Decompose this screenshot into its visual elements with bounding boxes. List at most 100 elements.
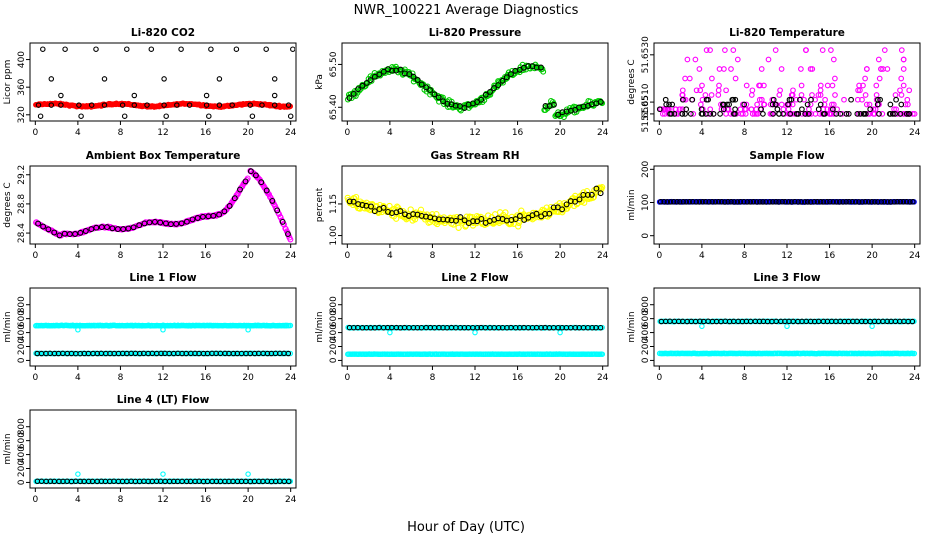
- data-point: [903, 199, 910, 205]
- data-point: [884, 199, 891, 205]
- data-point: [376, 71, 383, 78]
- data-point: [718, 199, 725, 205]
- data-point: [525, 214, 532, 221]
- y-tick-label: 200: [641, 338, 651, 355]
- data-point: [795, 199, 801, 205]
- data-point: [814, 199, 821, 205]
- data-point: [741, 199, 747, 205]
- x-tick-label: 16: [512, 373, 524, 383]
- data-point: [101, 76, 108, 82]
- data-point: [753, 111, 760, 117]
- data-point: [516, 213, 523, 219]
- y-tick-label: 200: [641, 160, 651, 177]
- x-tick-label: 4: [699, 373, 705, 383]
- data-point: [766, 199, 773, 205]
- data-point: [663, 101, 670, 108]
- data-point: [722, 47, 728, 53]
- x-tick-label: 12: [781, 251, 792, 261]
- data-point: [572, 198, 578, 205]
- data-point: [880, 66, 886, 72]
- data-point: [706, 199, 712, 205]
- panel-3: Ambient Box Temperature 0 4 8 12 16 20 24 28.4 28…: [3, 150, 297, 261]
- data-point: [542, 103, 549, 109]
- data-point: [440, 98, 446, 105]
- data-point: [216, 211, 223, 218]
- data-point: [355, 86, 361, 93]
- data-point: [782, 199, 788, 205]
- data-point: [474, 218, 481, 225]
- data-point: [689, 199, 696, 205]
- data-point: [444, 100, 451, 107]
- data-point: [717, 111, 723, 117]
- data-point: [367, 77, 374, 84]
- data-point: [245, 471, 251, 477]
- y-axis-label: ml/min: [3, 311, 13, 342]
- data-point: [271, 92, 278, 99]
- data-point: [815, 92, 822, 98]
- data-point: [697, 318, 703, 325]
- data-point: [136, 222, 143, 229]
- data-point: [817, 87, 824, 94]
- y-tick-label: 29.2: [17, 165, 27, 185]
- y-tick-label: 600: [17, 432, 27, 449]
- data-point: [876, 111, 882, 117]
- data-point: [487, 88, 493, 95]
- data-point: [758, 96, 765, 103]
- data-point: [559, 206, 566, 213]
- data-point: [58, 102, 64, 108]
- data-point: [161, 102, 167, 108]
- data-point: [589, 324, 595, 331]
- y-tick-label: 800: [641, 296, 651, 313]
- data-point: [263, 46, 269, 52]
- data-point: [285, 350, 292, 357]
- data-point: [82, 228, 89, 234]
- x-tick-label: 24: [597, 128, 609, 138]
- data-point: [774, 106, 781, 113]
- y-tick-label: 200: [17, 460, 27, 477]
- data-point: [724, 101, 730, 108]
- data-point: [550, 101, 557, 108]
- data-point: [495, 82, 502, 89]
- data-point: [461, 217, 468, 224]
- y-tick-label: 400: [17, 51, 27, 68]
- data-point: [873, 82, 880, 89]
- data-point: [742, 111, 749, 117]
- y-tick-label: 400: [17, 446, 27, 463]
- panel-title: Ambient Box Temperature: [86, 150, 241, 162]
- data-point: [444, 216, 451, 223]
- panel-title: Line 3 Flow: [753, 272, 820, 284]
- x-tick-label: 16: [512, 128, 524, 138]
- data-point: [761, 101, 767, 108]
- data-point: [820, 199, 827, 205]
- data-point: [380, 68, 387, 75]
- data-point: [699, 323, 705, 330]
- data-point: [748, 92, 755, 98]
- x-tick-label: 20: [866, 373, 878, 383]
- data-point: [484, 93, 491, 100]
- data-point: [174, 102, 180, 108]
- data-point: [599, 351, 606, 357]
- data-point: [662, 96, 669, 103]
- data-point: [546, 210, 553, 217]
- data-point: [900, 66, 907, 72]
- panel-title: Li-820 CO2: [131, 27, 195, 39]
- data-point: [599, 100, 606, 107]
- data-point: [35, 220, 42, 227]
- data-point: [832, 75, 838, 82]
- data-point: [868, 199, 875, 205]
- x-tick-label: 0: [656, 128, 662, 138]
- data-point: [778, 66, 785, 72]
- data-point: [520, 67, 527, 74]
- data-point: [798, 66, 804, 72]
- data-point: [698, 106, 705, 113]
- data-point: [756, 96, 763, 103]
- data-point: [263, 187, 270, 194]
- data-point: [795, 111, 801, 117]
- data-point: [743, 82, 750, 89]
- data-point: [905, 111, 912, 117]
- data-point: [539, 66, 546, 73]
- y-tick-label: 1.15: [329, 194, 339, 214]
- x-tick-label: 24: [909, 373, 921, 383]
- data-point: [784, 323, 790, 330]
- data-point: [104, 224, 110, 231]
